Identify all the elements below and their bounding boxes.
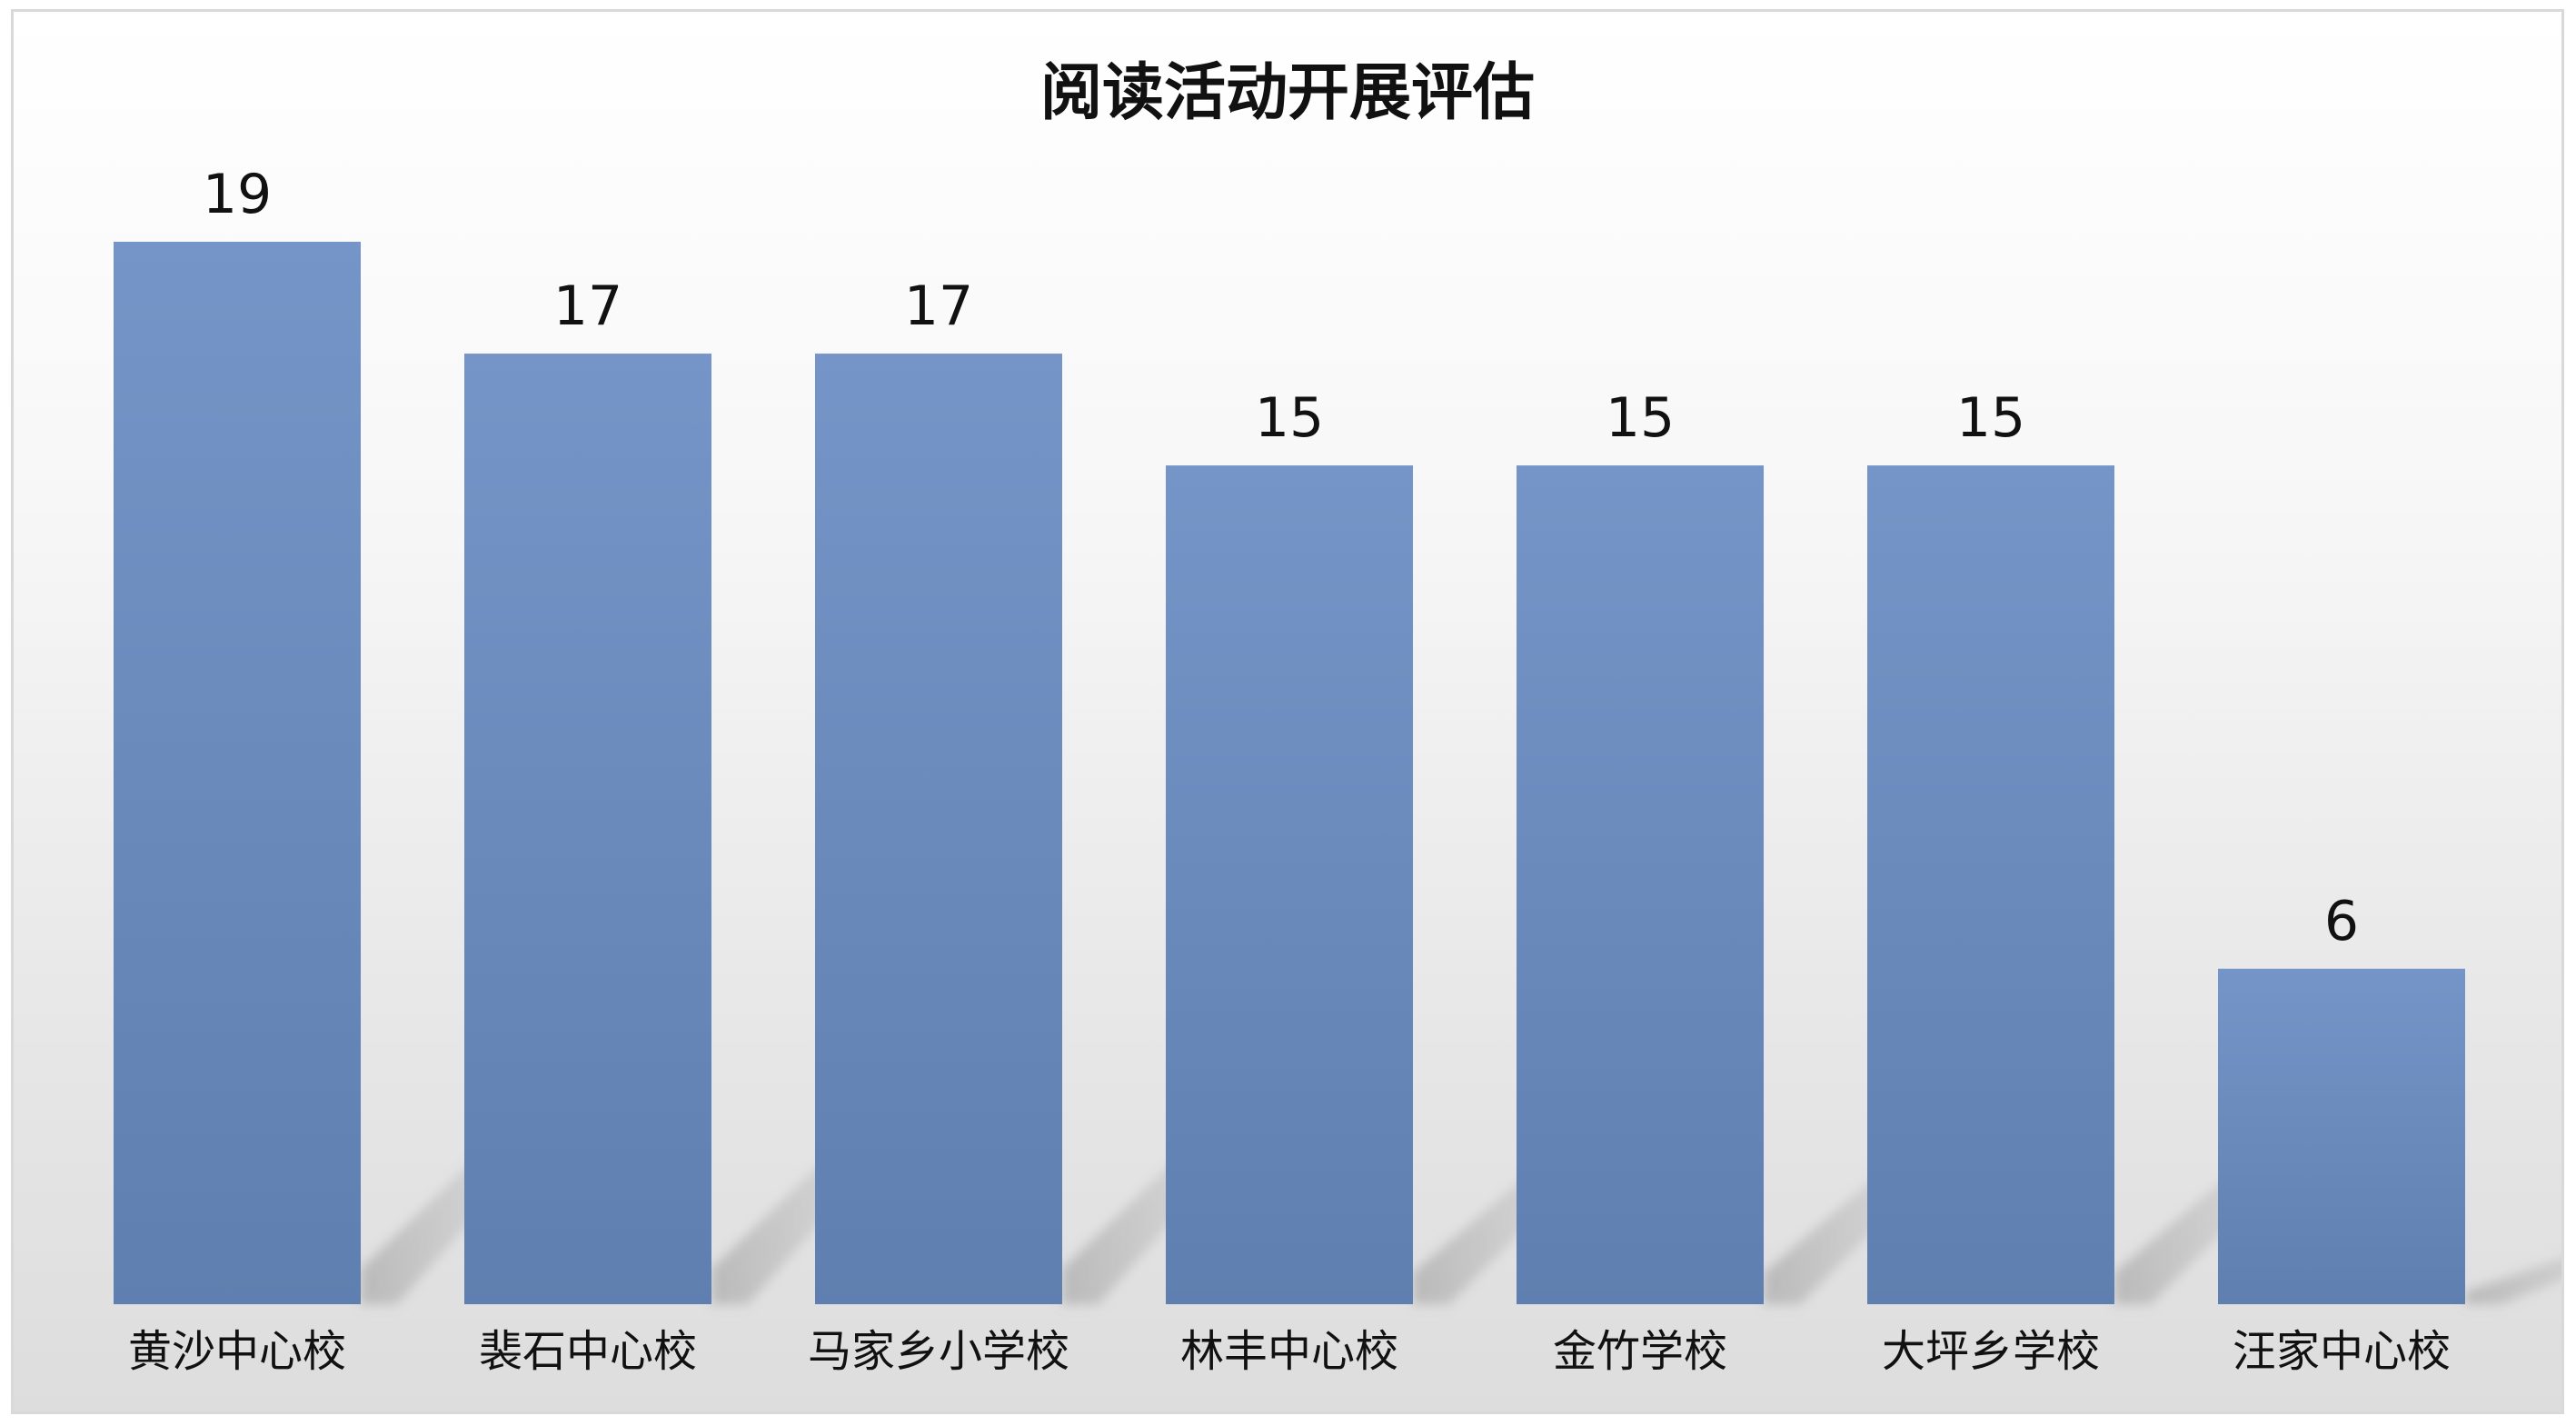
bar-shadow [2465,1259,2561,1304]
bar-chart: 阅读活动开展评估 19 17 17 15 15 15 6 黄沙中心校 裴石中心校 马家乡小学校 林… [114,57,2561,1377]
category-label-4: 林丰中心校 [1180,1326,1398,1377]
category-label-3: 马家乡小学校 [808,1326,1069,1377]
bar-1 [114,242,361,1304]
chart-frame: 阅读活动开展评估 19 17 17 15 15 15 6 黄沙中心校 裴石中心校 马家乡小学校 林… [11,9,2564,1414]
data-label-4: 15 [1255,386,1324,450]
bar-2 [464,354,711,1305]
category-label-5: 金竹学校 [1553,1326,1727,1377]
bar-4 [1166,465,1413,1304]
bar-5 [1517,465,1764,1304]
category-label-2: 裴石中心校 [479,1326,697,1377]
data-labels-group: 19 17 17 15 15 15 6 [203,163,2359,953]
bars-group [114,242,2465,1305]
bar-7 [2218,968,2465,1304]
data-label-3: 17 [904,274,973,338]
category-label-6: 大坪乡学校 [1882,1326,2100,1377]
data-label-7: 6 [2324,890,2359,953]
chart-title: 阅读活动开展评估 [1040,57,1535,129]
category-label-7: 汪家中心校 [2233,1326,2451,1377]
data-label-2: 17 [553,274,622,338]
category-label-1: 黄沙中心校 [128,1326,346,1377]
data-label-5: 15 [1606,386,1675,450]
category-labels-group: 黄沙中心校 裴石中心校 马家乡小学校 林丰中心校 金竹学校 大坪乡学校 汪家中心校 [128,1326,2451,1377]
bar-6 [1867,465,2114,1304]
data-label-6: 15 [1956,386,2025,450]
data-label-1: 19 [203,163,272,226]
bar-3 [815,354,1062,1305]
